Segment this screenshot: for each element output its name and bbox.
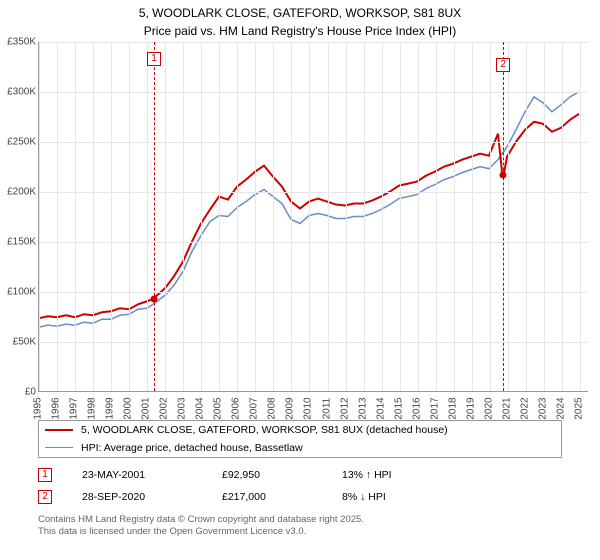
y-axis-label: £350K: [0, 36, 36, 47]
footer-line2: This data is licensed under the Open Gov…: [38, 526, 562, 538]
x-axis-label: 2022: [519, 397, 530, 419]
y-axis-label: £150K: [0, 236, 36, 247]
sale-point: [151, 295, 158, 302]
x-axis-label: 2025: [573, 397, 584, 419]
legend-item: 5, WOODLARK CLOSE, GATEFORD, WORKSOP, S8…: [39, 421, 561, 439]
x-axis-label: 2009: [285, 397, 296, 419]
x-axis-label: 2003: [177, 397, 188, 419]
x-axis-label: 2006: [231, 397, 242, 419]
sale-hpi: 13% ↑ HPI: [342, 469, 392, 481]
y-axis-label: £250K: [0, 136, 36, 147]
chart-lines: [39, 42, 588, 391]
y-axis-label: £0: [0, 386, 36, 397]
x-axis-label: 1995: [33, 397, 44, 419]
x-axis-label: 2023: [537, 397, 548, 419]
marker-line: [154, 42, 155, 391]
x-axis-label: 2000: [123, 397, 134, 419]
x-axis-label: 2014: [375, 397, 386, 419]
sale-row-number: 1: [38, 468, 52, 482]
sale-point: [500, 171, 507, 178]
legend-label: HPI: Average price, detached house, Bass…: [81, 442, 303, 454]
x-axis-label: 2021: [501, 397, 512, 419]
marker-line: [503, 42, 504, 391]
x-axis-label: 2017: [429, 397, 440, 419]
chart-container: £0£50K£100K£150K£200K£250K£300K£350K 12 …: [0, 42, 600, 412]
x-axis-label: 2005: [213, 397, 224, 419]
marker-box: 2: [496, 58, 510, 72]
sale-row: 2 28-SEP-2020 £217,000 8% ↓ HPI: [38, 486, 562, 508]
y-axis-label: £300K: [0, 86, 36, 97]
x-axis-label: 2011: [321, 397, 332, 419]
plot-area: 12: [38, 42, 588, 392]
sale-date: 28-SEP-2020: [82, 491, 192, 503]
x-axis-label: 2015: [393, 397, 404, 419]
chart-title: 5, WOODLARK CLOSE, GATEFORD, WORKSOP, S8…: [0, 0, 600, 24]
x-axis-label: 2008: [267, 397, 278, 419]
x-axis-label: 2004: [195, 397, 206, 419]
sale-row: 1 23-MAY-2001 £92,950 13% ↑ HPI: [38, 464, 562, 486]
x-axis-label: 2024: [555, 397, 566, 419]
x-axis-label: 2012: [339, 397, 350, 419]
legend-swatch: [45, 429, 73, 431]
sale-row-number: 2: [38, 490, 52, 504]
footer-line1: Contains HM Land Registry data © Crown c…: [38, 514, 562, 526]
x-axis-label: 2002: [159, 397, 170, 419]
x-axis-label: 2018: [447, 397, 458, 419]
x-axis-label: 2019: [465, 397, 476, 419]
x-axis-label: 2016: [411, 397, 422, 419]
sale-data-rows: 1 23-MAY-2001 £92,950 13% ↑ HPI 2 28-SEP-2020…: [38, 464, 562, 508]
x-axis-label: 1996: [51, 397, 62, 419]
legend-item: HPI: Average price, detached house, Bass…: [39, 439, 561, 457]
x-axis-label: 1997: [69, 397, 80, 419]
x-axis-label: 1999: [105, 397, 116, 419]
x-axis-label: 2007: [249, 397, 260, 419]
footer-text: Contains HM Land Registry data © Crown c…: [38, 514, 562, 539]
legend: 5, WOODLARK CLOSE, GATEFORD, WORKSOP, S8…: [38, 420, 562, 458]
sale-hpi: 8% ↓ HPI: [342, 491, 386, 503]
sale-price: £217,000: [222, 491, 312, 503]
marker-box: 1: [147, 52, 161, 66]
chart-subtitle: Price paid vs. HM Land Registry's House …: [0, 24, 600, 42]
x-axis-label: 2001: [141, 397, 152, 419]
y-axis-label: £200K: [0, 186, 36, 197]
legend-swatch: [45, 447, 73, 448]
sale-price: £92,950: [222, 469, 312, 481]
sale-date: 23-MAY-2001: [82, 469, 192, 481]
y-axis-label: £50K: [0, 336, 36, 347]
y-axis-label: £100K: [0, 286, 36, 297]
legend-label: 5, WOODLARK CLOSE, GATEFORD, WORKSOP, S8…: [81, 424, 448, 436]
x-axis-label: 2020: [483, 397, 494, 419]
x-axis-label: 1998: [87, 397, 98, 419]
x-axis-label: 2013: [357, 397, 368, 419]
x-axis-label: 2010: [303, 397, 314, 419]
